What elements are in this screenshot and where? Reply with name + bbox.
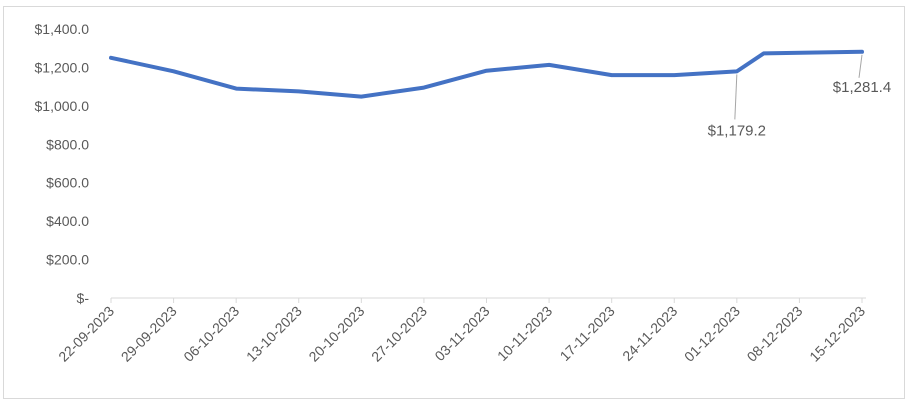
chart-frame — [3, 6, 905, 399]
y-tick-label: $1,400.0 — [35, 21, 90, 37]
x-tick-label: 10-11-2023 — [494, 303, 555, 364]
x-tick-label: 17-11-2023 — [557, 303, 618, 364]
annotation-leader-line — [734, 74, 738, 120]
y-tick-label: $- — [77, 290, 90, 306]
x-tick-label: 20-10-2023 — [305, 303, 367, 365]
y-tick-label: $1,200.0 — [35, 59, 90, 75]
x-tick-label: 13-10-2023 — [243, 303, 305, 365]
y-tick-label: $200.0 — [46, 252, 89, 268]
x-tick-label: 22-09-2023 — [55, 303, 117, 365]
x-tick-label: 03-11-2023 — [431, 303, 492, 364]
x-tick-label: 08-12-2023 — [744, 303, 806, 365]
x-tick-label: 29-09-2023 — [118, 303, 180, 365]
x-tick-label: 27-10-2023 — [368, 303, 430, 365]
y-tick-label: $400.0 — [46, 213, 89, 229]
x-tick-label: 24-11-2023 — [619, 303, 680, 364]
y-tick-label: $800.0 — [46, 136, 89, 152]
y-tick-label: $1,000.0 — [35, 98, 90, 114]
x-tick-label: 01-12-2023 — [681, 303, 743, 365]
y-tick-label: $600.0 — [46, 175, 89, 191]
annotation-leader-line — [858, 54, 863, 78]
series-line — [109, 49, 864, 99]
x-tick-label: 15-12-2023 — [806, 303, 868, 365]
data-label: $1,179.2 — [708, 122, 766, 139]
data-label: $1,281.4 — [833, 79, 891, 96]
x-tick-label: 06-10-2023 — [180, 303, 242, 365]
